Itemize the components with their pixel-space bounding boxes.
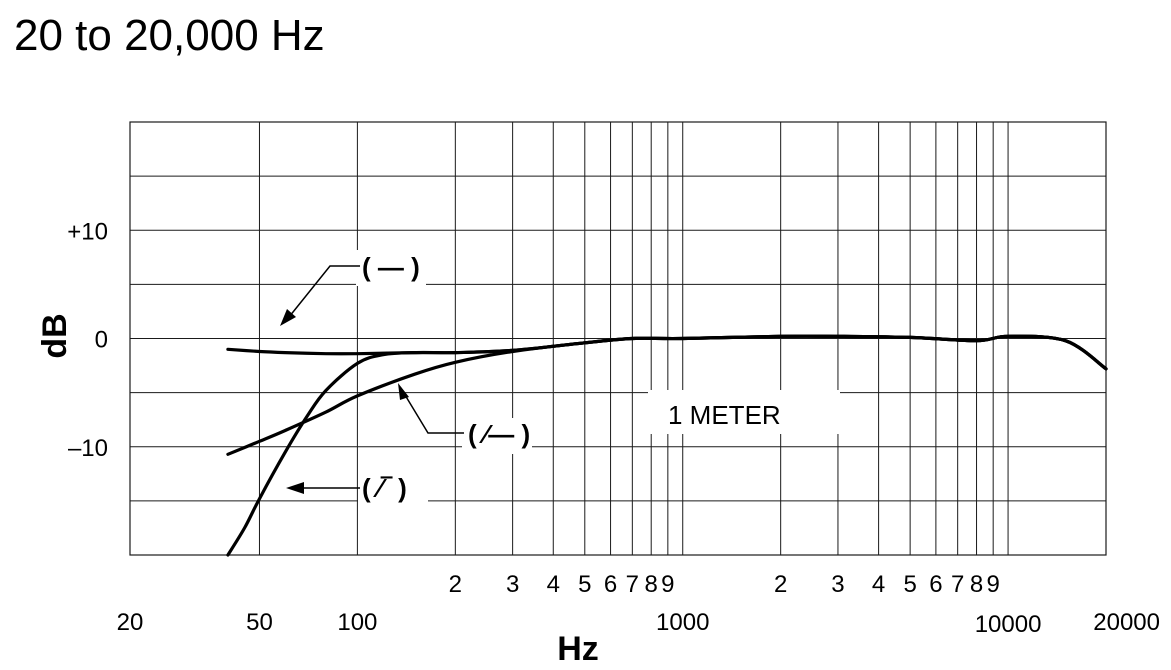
series-line-2 bbox=[226, 334, 1108, 557]
annotation-1-meter: 1 METER bbox=[668, 400, 781, 430]
x-minor-tick-label: 8 bbox=[970, 571, 983, 598]
annotation-background bbox=[648, 390, 840, 434]
x-minor-tick-label: 6 bbox=[604, 571, 617, 598]
legend-label-rolloff: ( ⁄— ) bbox=[468, 419, 530, 449]
x-minor-tick-label: 3 bbox=[506, 571, 519, 598]
x-major-tick-label: 100 bbox=[337, 609, 377, 636]
x-major-tick-label: 20 bbox=[117, 609, 144, 636]
x-tick-labels: 2 3 4 5 6 7 8 9 2 3 4 5 6 7 8 920 50 100 1000 10000 20000 bbox=[117, 571, 1160, 638]
x-minor-tick-label: 4 bbox=[872, 571, 885, 598]
legend-flat: ( — ) bbox=[280, 250, 426, 326]
legend-bass-rolloff-1: ( ⁄— ) bbox=[398, 383, 532, 454]
y-tick-label: 0 bbox=[95, 327, 108, 354]
x-major-tick-label: 1000 bbox=[656, 609, 709, 636]
x-minor-tick-label: 9 bbox=[661, 571, 674, 598]
x-minor-tick-label: 7 bbox=[626, 571, 639, 598]
x-axis-label: Hz bbox=[557, 630, 599, 668]
x-minor-tick-label: 5 bbox=[578, 571, 591, 598]
x-major-tick-label: 20000 bbox=[1093, 609, 1160, 636]
y-axis-label: dB bbox=[36, 313, 74, 358]
plot-frame bbox=[129, 121, 1107, 556]
x-minor-tick-label: 5 bbox=[903, 571, 916, 598]
x-minor-tick-label: 6 bbox=[929, 571, 942, 598]
y-tick-label: +10 bbox=[67, 218, 108, 245]
x-minor-tick-label: 2 bbox=[449, 571, 462, 598]
x-minor-tick-label: 7 bbox=[951, 571, 964, 598]
legend-label-flat: ( — ) bbox=[362, 252, 420, 282]
y-tick-labels: +10 0 –10 bbox=[67, 218, 108, 462]
x-minor-tick-label: 4 bbox=[547, 571, 560, 598]
x-minor-tick-label: 9 bbox=[986, 571, 999, 598]
x-major-tick-label: 50 bbox=[246, 609, 273, 636]
legend-bass-rolloff-2: ( ⁄‾ ) bbox=[286, 472, 428, 508]
x-minor-tick-label: 3 bbox=[831, 571, 844, 598]
x-minor-tick-label: 8 bbox=[645, 571, 658, 598]
x-major-tick-label: 10000 bbox=[975, 611, 1042, 638]
chart-title: 20 to 20,000 Hz bbox=[14, 11, 325, 60]
curves bbox=[226, 334, 1108, 557]
y-tick-label: –10 bbox=[68, 435, 108, 462]
legend-label-cutoff: ( ⁄‾ ) bbox=[362, 473, 407, 503]
x-minor-tick-label: 2 bbox=[774, 571, 787, 598]
